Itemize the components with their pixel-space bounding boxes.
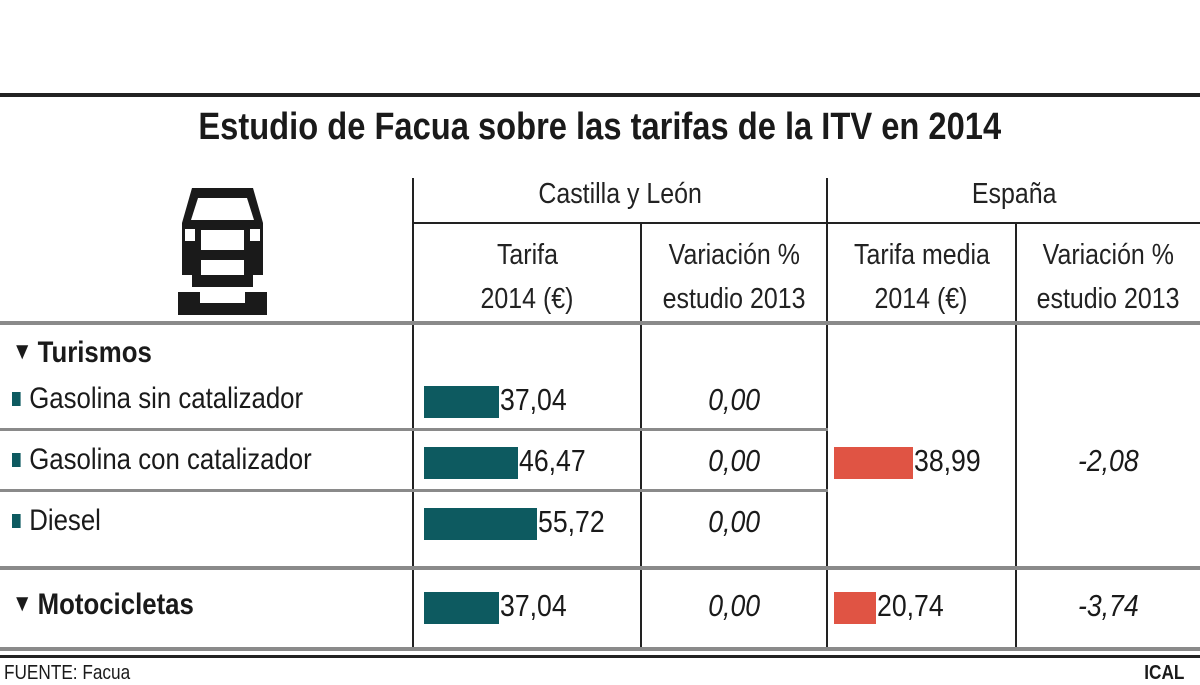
bar: [834, 447, 913, 479]
footer-source: FUENTE: Facua: [4, 662, 131, 684]
group-header-castilla: Castilla y León: [538, 178, 702, 210]
group-rule: [412, 222, 1200, 224]
group-header-espana: España: [971, 178, 1057, 210]
section-label-turismos: ▼ Turismos: [12, 336, 152, 369]
variacion-value: 0,00: [708, 504, 760, 539]
triangle-down-icon: ▼: [12, 590, 33, 617]
bar: [424, 386, 499, 418]
variacion-value: 0,00: [708, 443, 760, 478]
variacion-espana-value: -2,08: [1078, 443, 1139, 478]
row-rule: [0, 428, 828, 431]
bar-value-label: 37,04: [499, 588, 567, 623]
col-header-tarifa-media: Tarifa media 2014 (€): [853, 239, 990, 315]
triangle-down-icon: ▼: [12, 338, 33, 365]
bar-value-label: 20,74: [876, 588, 944, 623]
section-rule: [0, 566, 1200, 570]
variacion-value: 0,00: [708, 382, 760, 417]
bottom-rule-thick: [0, 655, 1200, 658]
header-rule: [0, 321, 1200, 325]
bar-value-label: 37,04: [499, 382, 567, 417]
col-divider: [412, 178, 414, 650]
col-divider: [640, 223, 642, 650]
bar: [424, 508, 537, 540]
col-divider: [1015, 223, 1017, 650]
variacion-value: 0,00: [708, 588, 760, 623]
col-header-variacion-esp: Variación % estudio 2013: [1037, 239, 1180, 315]
bar-value-label: 55,72: [537, 504, 605, 539]
bottom-rule: [0, 647, 1200, 651]
chart-title: Estudio de Facua sobre las tarifas de la…: [198, 106, 1002, 148]
bar: [424, 592, 499, 624]
section-label-motocicletas: ▼ Motocicletas: [12, 588, 194, 621]
row-label: Diesel: [12, 504, 115, 538]
square-bullet-icon: [12, 453, 21, 467]
footer-credit: ICAL: [1144, 662, 1185, 684]
row-rule: [0, 489, 828, 492]
car-front-icon: [178, 188, 267, 315]
row-label: Gasolina sin catalizador: [12, 382, 351, 416]
square-bullet-icon: [12, 514, 21, 528]
col-header-tarifa: Tarifa 2014 (€): [480, 239, 574, 315]
top-rule: [0, 93, 1200, 97]
row-label: Gasolina con catalizador: [12, 443, 361, 477]
bar-value-label: 38,99: [913, 443, 981, 478]
col-divider: [826, 178, 828, 650]
bar: [834, 592, 876, 624]
bar-value-label: 46,47: [518, 443, 586, 478]
col-header-variacion-cyl: Variación % estudio 2013: [662, 239, 806, 315]
bar: [424, 447, 518, 479]
variacion-espana-value: -3,74: [1078, 588, 1139, 623]
square-bullet-icon: [12, 392, 21, 406]
